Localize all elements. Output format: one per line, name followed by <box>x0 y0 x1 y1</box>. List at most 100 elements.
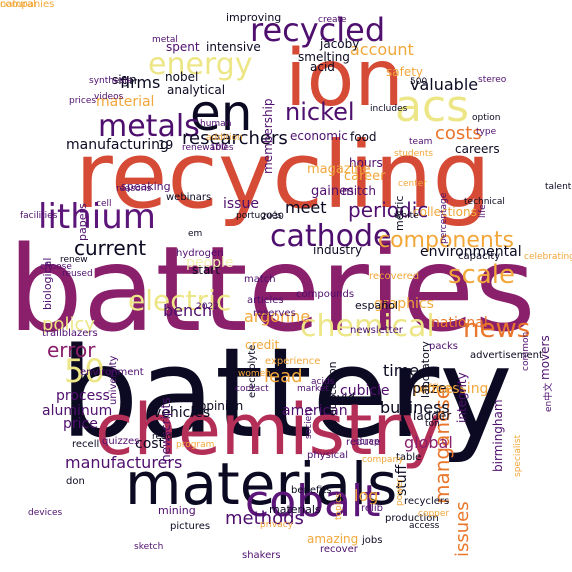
cloud-word: price <box>63 416 98 432</box>
cloud-word: firms <box>120 73 161 92</box>
cloud-word: manufacturing <box>66 137 169 153</box>
cloud-word: food <box>350 130 377 144</box>
cloud-word: covid <box>323 391 355 405</box>
cloud-word: reduce <box>346 437 381 448</box>
cloud-word: copper <box>418 509 450 519</box>
cloud-word: costs <box>435 123 482 144</box>
cloud-word: issue <box>223 196 259 212</box>
cloud-word: career <box>344 169 386 184</box>
cloud-word: stereo <box>478 75 507 85</box>
cloud-word: 2030 <box>261 212 284 222</box>
cloud-word: common <box>521 332 531 372</box>
cloud-word: chemistry <box>95 389 443 471</box>
cloud-word: white <box>394 211 419 221</box>
cloud-word: global <box>404 433 453 452</box>
cloud-word: intensive <box>206 40 261 54</box>
cloud-word: ion <box>285 34 404 124</box>
cloud-word: recyclers <box>404 496 450 507</box>
cloud-word: reused <box>62 269 93 279</box>
cloud-word: companies <box>0 0 55 10</box>
cloud-word: production <box>385 513 439 524</box>
cloud-word: 50 <box>64 352 105 390</box>
cloud-word: addition <box>206 133 243 143</box>
cloud-word: access <box>409 521 440 531</box>
cloud-word: technical <box>464 197 505 207</box>
cloud-word: analytical <box>167 83 226 97</box>
cloud-word: office <box>420 382 453 396</box>
cloud-word: integrity <box>455 372 469 423</box>
cloud-word: sketch <box>134 542 164 552</box>
cloud-word: improving <box>226 11 282 24</box>
cloud-word: magazine <box>307 162 371 177</box>
cloud-word: privacy <box>260 520 294 530</box>
cloud-word: celebrating <box>524 252 572 262</box>
cloud-word: battery <box>60 322 513 466</box>
cloud-word: gaines <box>311 184 354 199</box>
cloud-word: trailblazers <box>42 328 98 339</box>
cloud-word: experience <box>265 356 321 367</box>
cloud-word: researchers <box>182 128 288 149</box>
cloud-word: university <box>108 355 119 405</box>
cloud-word: metal <box>152 35 178 45</box>
cloud-word: material <box>96 94 155 110</box>
cloud-word: topics <box>334 493 344 521</box>
cloud-word: recovered <box>369 271 420 282</box>
cloud-word: recell <box>72 439 100 450</box>
cloud-word: em <box>188 229 203 239</box>
cloud-word: life <box>478 204 488 219</box>
cloud-word: facilities <box>20 211 58 221</box>
cloud-word: relib <box>361 503 383 514</box>
cloud-word: benefits <box>291 485 332 496</box>
cloud-word: environmental <box>420 244 522 260</box>
cloud-word: spent <box>166 40 200 54</box>
cloud-word: create <box>318 15 347 25</box>
cloud-word: human <box>200 119 232 129</box>
cloud-word: cubicle <box>340 383 390 399</box>
cloud-word: compounds <box>296 289 355 300</box>
cloud-word: account <box>350 40 414 59</box>
cloud-word: careers <box>455 142 500 156</box>
cloud-word: percentage <box>439 192 449 244</box>
cloud-word: materials <box>125 450 398 518</box>
cloud-word: power <box>395 478 405 506</box>
cloud-word: 2022 <box>196 302 219 312</box>
cloud-word: read <box>152 432 173 442</box>
cloud-word: devices <box>28 508 63 518</box>
cloud-word: renew <box>60 255 88 265</box>
cloud-word: safety <box>386 65 424 79</box>
cloud-word: membership <box>261 98 275 175</box>
cloud-word: 500 <box>410 77 428 87</box>
cloud-word: talented <box>545 182 572 192</box>
cloud-word: processing <box>413 381 489 397</box>
cloud-word: american <box>282 403 348 419</box>
cloud-word: mitch <box>342 184 376 198</box>
cloud-word: company <box>362 455 404 465</box>
cloud-word: match <box>244 274 276 285</box>
cloud-word: mining <box>158 504 196 517</box>
cloud-word: industry <box>313 243 363 257</box>
cloud-word: birmingham <box>491 399 505 473</box>
cloud-word: society <box>304 407 314 440</box>
cloud-word: prices <box>69 96 97 106</box>
cloud-word: shakers <box>242 550 281 561</box>
cloud-word: renewables <box>182 143 234 153</box>
cloud-word: type <box>476 127 497 137</box>
cloud-word: cell <box>96 199 112 209</box>
cloud-word: people <box>186 255 234 271</box>
cloud-word: table <box>396 452 422 463</box>
cloud-word: center <box>398 179 427 189</box>
cloud-word: ladder <box>413 409 452 423</box>
cloud-word: components <box>378 228 514 253</box>
cloud-word: students <box>394 149 434 159</box>
cloud-word: methods <box>225 508 304 529</box>
cloud-word: periodic <box>348 198 429 222</box>
cloud-word: jacoby <box>320 37 360 51</box>
cloud-word: newscripts <box>159 397 173 463</box>
cloud-word: pictures <box>170 521 211 532</box>
cloud-word: hours <box>349 156 383 170</box>
cloud-word: en中文 <box>544 383 554 413</box>
cloud-word: cathode <box>270 219 392 254</box>
cloud-word: error <box>47 338 96 362</box>
cloud-word: amazing <box>307 532 359 546</box>
